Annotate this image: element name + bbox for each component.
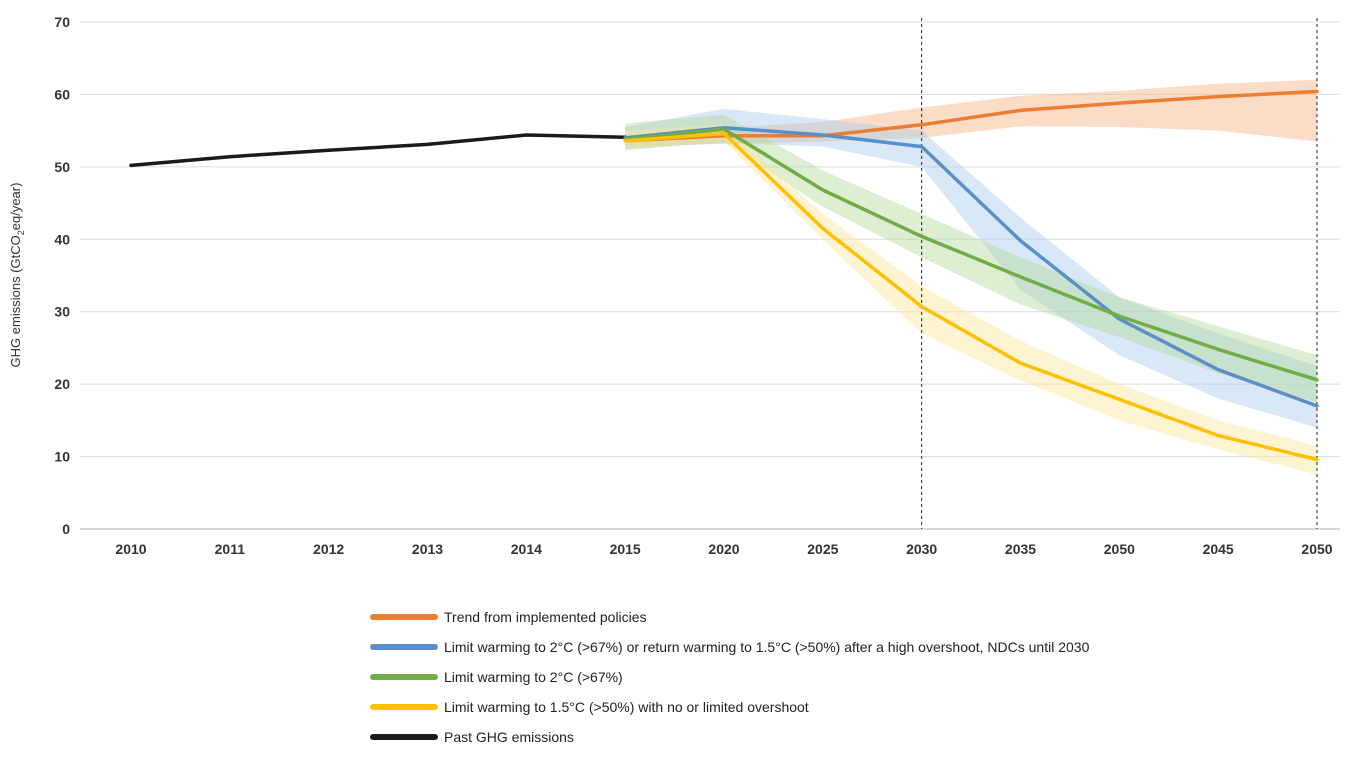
series-line	[623, 89, 1319, 143]
x-tick-label: 2045	[1203, 541, 1234, 557]
x-tick-label: 2050	[1104, 541, 1135, 557]
y-tick-label: 40	[54, 231, 70, 247]
legend-item: Limit warming to 2°C (>67%) or return wa…	[370, 632, 1089, 662]
uncertainty-band	[625, 124, 1317, 475]
legend-label: Limit warming to 2°C (>67%)	[444, 669, 623, 685]
x-tick-label: 2035	[1005, 541, 1036, 557]
x-tick-label: 2010	[115, 541, 146, 557]
y-tick-labels: 0 10 20 30 40 50 60 70	[54, 14, 70, 537]
uncertainty-band	[625, 79, 1317, 147]
y-tick-label: 10	[54, 449, 70, 465]
x-tick-label: 2025	[807, 541, 838, 557]
x-tick-label: 2050	[1301, 541, 1332, 557]
series-line	[623, 131, 1319, 462]
legend-swatch	[370, 674, 438, 680]
x-tick-label: 2011	[215, 541, 246, 557]
y-tick-label: 70	[54, 14, 70, 30]
x-tick-label: 2014	[511, 541, 542, 557]
legend-label: Trend from implemented policies	[444, 609, 647, 625]
x-tick-labels: 2010 2011 2012 2013 2014 2015 2020 2025 2030 2035…	[115, 541, 1332, 557]
legend-item: Limit warming to 1.5°C (>50%) with no or…	[370, 692, 1089, 722]
legend: Trend from implemented policies Limit wa…	[370, 602, 1089, 752]
x-tick-label: 2015	[610, 541, 641, 557]
y-tick-label: 30	[54, 304, 70, 320]
reference-lines	[921, 18, 1318, 529]
legend-swatch	[370, 704, 438, 710]
legend-item: Limit warming to 2°C (>67%)	[370, 662, 1089, 692]
legend-item: Trend from implemented policies	[370, 602, 1089, 632]
y-tick-label: 60	[54, 86, 70, 102]
series-lines	[129, 89, 1319, 462]
legend-label: Limit warming to 1.5°C (>50%) with no or…	[444, 699, 809, 715]
series-line	[623, 125, 1319, 408]
y-axis-label: GHG emissions (GtCO2eq/year)	[8, 183, 26, 368]
legend-label: Past GHG emissions	[444, 729, 574, 745]
legend-swatch	[370, 614, 438, 620]
uncertainty-band	[625, 108, 1317, 428]
x-tick-label: 2020	[708, 541, 739, 557]
legend-label: Limit warming to 2°C (>67%) or return wa…	[444, 639, 1090, 655]
series-line	[623, 127, 1319, 382]
grid-lines	[80, 21, 1340, 530]
legend-swatch	[370, 644, 438, 650]
x-tick-label: 2013	[412, 541, 443, 557]
legend-swatch	[370, 734, 438, 740]
series-line	[129, 133, 627, 168]
y-tick-label: 50	[54, 159, 70, 175]
x-tick-label: 2030	[906, 541, 937, 557]
x-tick-label: 2012	[313, 541, 344, 557]
y-tick-label: 20	[54, 376, 70, 392]
y-tick-label: 0	[62, 521, 70, 537]
legend-item: Past GHG emissions	[370, 722, 1089, 752]
